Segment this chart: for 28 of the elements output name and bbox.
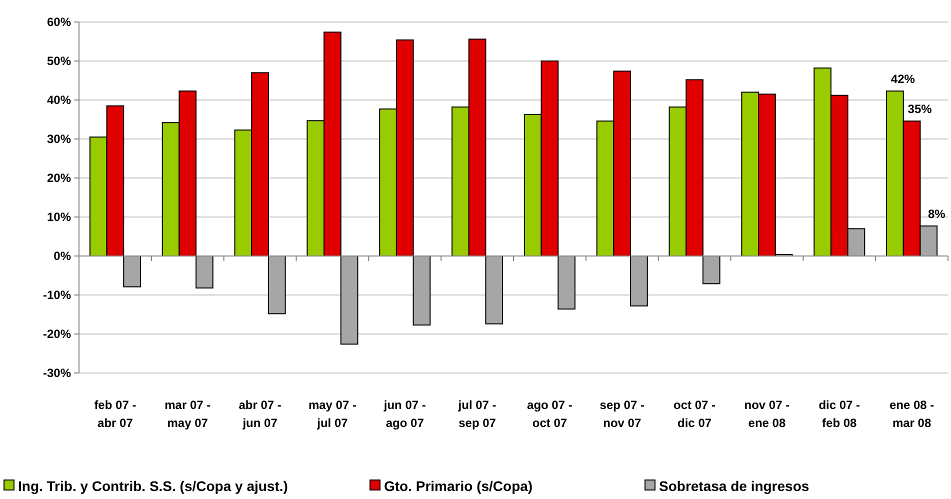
y-tick-label: 0%	[54, 249, 72, 263]
y-tick-label: 40%	[46, 93, 72, 107]
y-tick-label: 20%	[46, 171, 72, 185]
legend-label: Ing. Trib. y Contrib. S.S. (s/Copa y ajust.)	[18, 478, 288, 494]
x-tick-label: ago 07 - oct 07	[527, 398, 572, 430]
y-tick-label: 10%	[46, 210, 72, 224]
data-label: 42%	[890, 72, 916, 86]
y-tick-label: 30%	[46, 132, 72, 146]
x-tick-label: jul 07 - sep 07	[457, 398, 496, 430]
y-tick-label: -10%	[42, 288, 72, 302]
x-tick-label: may 07 - jul 07	[308, 398, 356, 430]
x-tick-label: abr 07 - jun 07	[238, 398, 282, 430]
x-tick-label: mar 07 - may 07	[164, 398, 211, 430]
y-tick-label: 60%	[46, 15, 72, 29]
legend-label: Sobretasa de ingresos	[659, 478, 810, 494]
y-tick-label: -30%	[42, 366, 72, 380]
x-tick-label: jun 07 - ago 07	[382, 398, 426, 430]
legend-label: Gto. Primario (s/Copa)	[384, 478, 533, 494]
x-tick-label: nov 07 - ene 08	[744, 398, 790, 430]
data-label: 35%	[908, 102, 932, 116]
x-tick-label: sep 07 - nov 07	[600, 398, 644, 430]
x-tick-label: dic 07 - feb 08	[818, 398, 860, 430]
y-tick-label: 50%	[46, 54, 72, 68]
x-tick-label: feb 07 - abr 07	[94, 398, 136, 430]
x-tick-label: ene 08 - mar 08	[889, 398, 934, 430]
x-tick-label: oct 07 - dic 07	[674, 398, 716, 430]
data-label: 8%	[928, 206, 946, 221]
y-tick-label: -20%	[42, 327, 72, 341]
